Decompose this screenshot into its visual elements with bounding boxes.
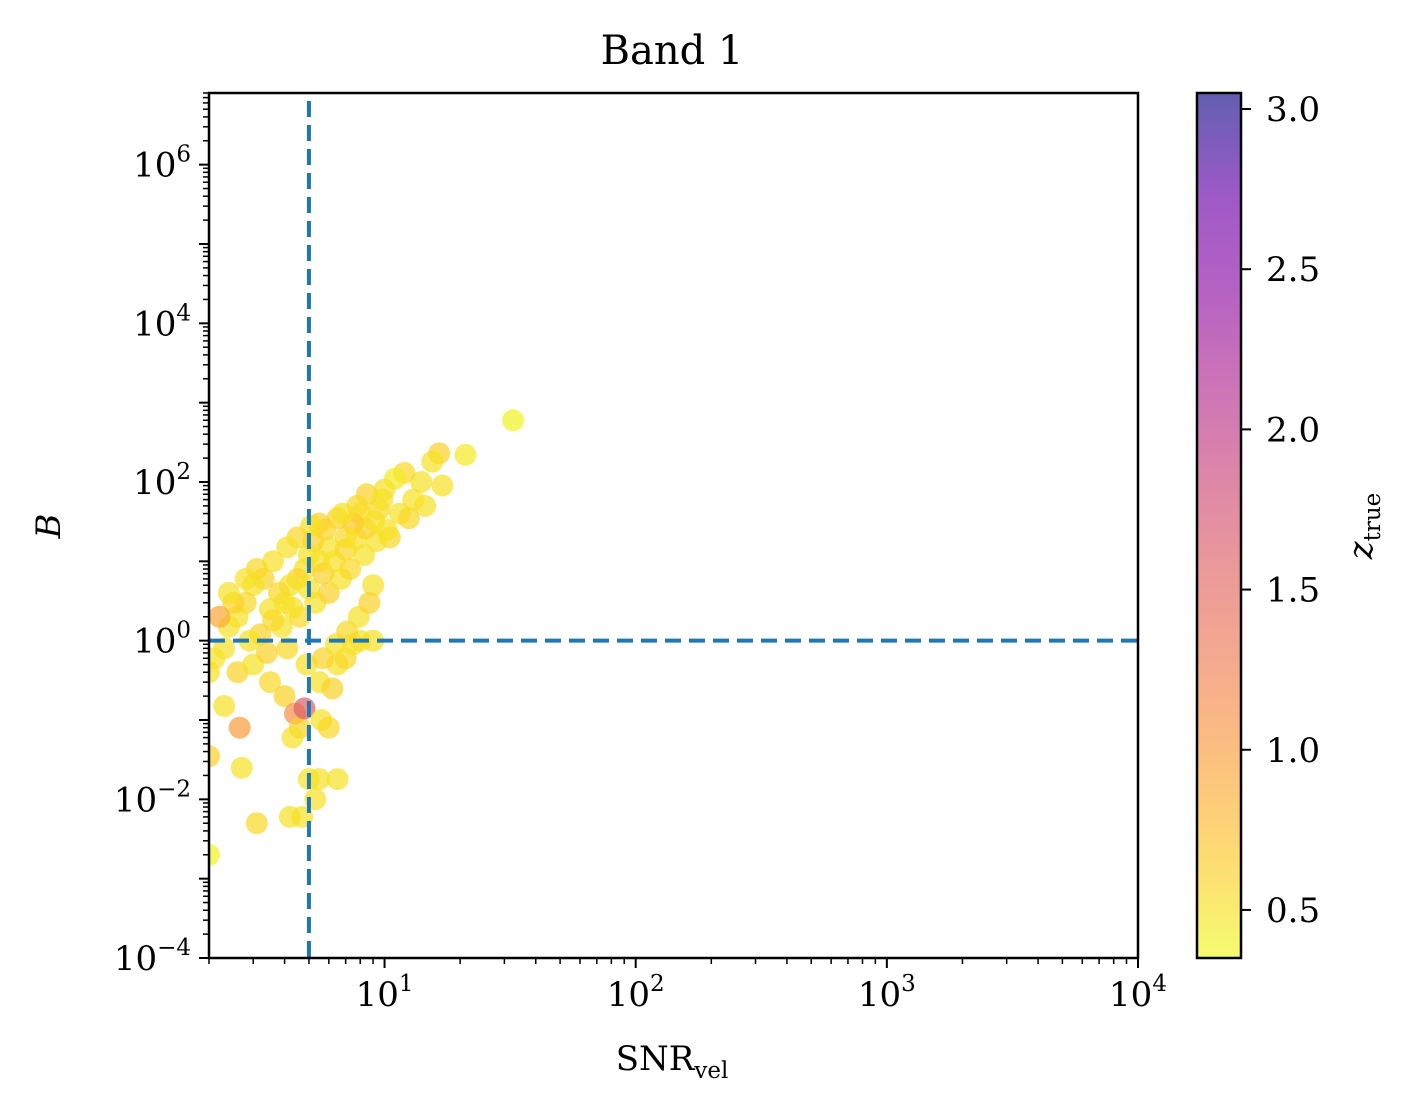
scatter-point	[331, 502, 354, 525]
scatter-point	[502, 409, 525, 432]
y-tick-label: 106	[133, 142, 191, 186]
scatter-point	[317, 716, 340, 739]
scatter-point	[358, 591, 381, 614]
y-axis-ticks: 10−4 10−2 100 102 104 106	[114, 92, 209, 979]
y-tick-label: 104	[133, 300, 191, 344]
colorbar-tick-label: 3.0	[1266, 90, 1320, 130]
scatter-point	[362, 629, 385, 652]
colorbar-tick-label: 2.0	[1266, 410, 1320, 450]
colorbar-ticks: 0.5 1.0 1.5 2.0 2.5 3.0	[1241, 90, 1320, 931]
colorbar-gradient	[1197, 93, 1241, 958]
scatter-point	[336, 620, 359, 643]
scatter-point	[326, 768, 349, 791]
x-axis-ticks: 101 102 103 104	[208, 958, 1167, 1015]
x-tick-label: 103	[858, 971, 916, 1015]
scatter-point	[262, 550, 285, 573]
scatter-point	[209, 661, 220, 684]
scatter-point	[209, 605, 231, 628]
colorbar-tick-label: 2.5	[1266, 250, 1320, 290]
scatter-point	[363, 510, 386, 533]
scatter-point	[273, 685, 296, 708]
y-axis-label: B	[29, 514, 69, 540]
scatter-point	[262, 609, 285, 632]
scatter-point	[234, 567, 257, 590]
scatter-point	[454, 443, 477, 466]
plot-frame	[207, 91, 1140, 960]
y-tick-label: 100	[133, 618, 191, 662]
scatter-point	[259, 671, 281, 694]
scatter-point	[230, 756, 253, 779]
scatter-point	[295, 653, 318, 676]
chart-title: Band 1	[601, 28, 744, 74]
colorbar-label: ztrue	[1341, 493, 1386, 561]
scatter-point	[217, 581, 240, 604]
colorbar-tick-label: 1.5	[1266, 571, 1320, 611]
scatter-point	[431, 474, 454, 497]
scatter-point	[397, 507, 420, 530]
scatter-point	[321, 677, 344, 700]
scatter-point	[238, 629, 261, 652]
y-tick-label: 102	[133, 459, 191, 503]
x-axis-label: SNRvel	[616, 1039, 729, 1084]
x-tick-label: 101	[356, 971, 414, 1015]
y-tick-label: 10−2	[114, 776, 191, 820]
x-tick-label: 104	[1109, 971, 1167, 1015]
scatter-point	[213, 695, 236, 717]
colorbar-tick-label: 1.0	[1266, 731, 1320, 771]
scatter-point	[245, 812, 268, 835]
scatter-point	[371, 488, 394, 511]
x-tick-label: 102	[607, 971, 665, 1015]
scatter-point	[312, 647, 335, 670]
scatter-point	[213, 637, 236, 660]
scatter-point	[255, 641, 278, 664]
scatter-point	[281, 596, 304, 619]
scatter-point	[276, 536, 299, 559]
scatter-point	[410, 471, 433, 493]
scatter-point	[281, 726, 304, 749]
scatter-point	[362, 574, 385, 597]
colorbar-tick-label: 0.5	[1266, 891, 1320, 931]
scatter-point	[421, 450, 444, 473]
scatter-point	[276, 637, 299, 660]
scatter-points	[209, 409, 525, 866]
y-tick-label: 10−4	[114, 935, 191, 979]
scatter-point	[414, 494, 437, 517]
scatter-point	[268, 581, 290, 604]
colorbar-frame	[1195, 91, 1243, 960]
reference-lines	[209, 101, 1138, 958]
scatter-point	[209, 843, 220, 866]
scatter-point	[209, 745, 220, 768]
scatter-point	[228, 716, 251, 739]
